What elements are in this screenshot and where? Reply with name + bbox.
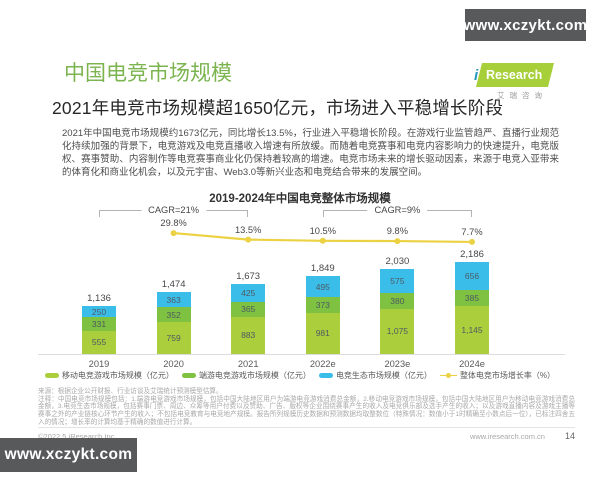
x-tick-2024e: 2024e	[459, 359, 485, 369]
bar-segment-2023e: 1,075	[380, 308, 415, 354]
bar-total-label-2023e: 2,030	[385, 255, 410, 267]
x-tick-2023e: 2023e	[384, 359, 411, 369]
bar-segment-2019: 331	[82, 316, 116, 331]
logo-brand-text: Research	[486, 68, 543, 82]
legend-line-dot-icon	[439, 372, 457, 379]
x-tick-2021: 2021	[237, 359, 259, 369]
page-number: 14	[564, 431, 575, 441]
bar-segment-2024e: 385	[455, 289, 489, 306]
legend-item-growth-rate: 整体电竞市场增长率（%）	[439, 370, 556, 381]
bar-segment-2023e: 380	[380, 292, 415, 309]
growth-rate-label: 13.5%	[235, 224, 262, 235]
page-subtitle: 2021年电竞市场规模超1650亿元，市场进入平稳增长阶段	[52, 98, 504, 118]
cagr-label: CAGR=21%	[141, 205, 207, 216]
legend-swatch-icon	[181, 373, 196, 378]
bar-segment-2024e: 656	[455, 262, 489, 290]
footer-website: www.iresearch.com.cn	[469, 432, 545, 441]
cagr-bracket: CAGR=9%	[322, 205, 472, 217]
bar-total-label-2021: 1,673	[236, 270, 261, 282]
stacked-bar-chart: 555 331 250 1,136 2019 759 352 363 1,474 2020 883 3…	[38, 205, 565, 373]
x-tick-2020: 2020	[163, 359, 184, 369]
legend-label: 移动电竞游戏市场规模（亿元）	[61, 371, 174, 380]
bar-segment-2021: 883	[231, 316, 266, 354]
page-title: 中国电竞市场规模	[64, 62, 232, 85]
x-tick-2022e: 2022e	[309, 359, 336, 369]
legend-label: 电竞生态市场规模（亿元）	[335, 371, 432, 380]
growth-rate-label: 10.5%	[309, 225, 336, 236]
legend-swatch-icon	[318, 373, 333, 378]
x-tick-2019: 2019	[88, 359, 110, 369]
footer-divider	[38, 427, 575, 428]
legend-swatch-icon	[44, 373, 59, 378]
legend-item: 端游电竞游戏市场规模（亿元）	[181, 370, 311, 381]
intro-paragraph: 2021年中国电竞市场规模约1673亿元，同比增长13.5%，行业进入平稳增长阶…	[62, 128, 559, 178]
bar-total-label-2020: 1,474	[161, 279, 186, 291]
growth-rate-label: 29.8%	[160, 218, 187, 229]
chart-title: 2019-2024年中国电竞整体市场规模	[209, 193, 391, 205]
x-axis-line	[38, 354, 565, 355]
logo-wordmark: i Research	[474, 63, 570, 87]
annotation-note: 注释：中国电竞市场规模包括：1.端游电竞游戏市场规模，包括中国大陆地区用户为端游…	[38, 395, 575, 426]
legend-item: 移动电竞游戏市场规模（亿元）	[44, 370, 174, 381]
bar-segment-2019: 250	[82, 306, 116, 317]
logo-banner: Research	[476, 63, 555, 87]
iresearch-logo: i Research 艾瑞咨询	[474, 63, 570, 101]
bar-total-label-2022e: 1,849	[310, 263, 335, 275]
bar-segment-2020: 759	[156, 322, 191, 354]
bar-segment-2021: 425	[231, 283, 266, 302]
growth-rate-label: 9.8%	[386, 226, 408, 237]
bar-segment-2021: 365	[231, 301, 266, 317]
bar-segment-2020: 363	[156, 292, 191, 308]
bar-total-label-2024e: 2,186	[460, 249, 484, 261]
page-footer: ©2022.5 iResearch Inc. www.iresearch.com…	[38, 431, 575, 441]
logo-i-glyph: i	[474, 66, 479, 84]
bar-segment-2022e: 373	[305, 297, 340, 313]
bar-total-label-2019: 1,136	[87, 293, 111, 305]
growth-rate-label: 7.7%	[461, 226, 483, 237]
copyright-text: ©2022.5 iResearch Inc.	[38, 432, 117, 441]
bar-segment-2022e: 981	[305, 312, 340, 354]
watermark-bottom: www.xczykt.com	[0, 438, 137, 472]
cagr-bracket: CAGR=21%	[99, 205, 249, 217]
legend-label: 端游电竞游戏市场规模（亿元）	[198, 371, 311, 380]
source-note: 来源：根据企业公开财报、行业访谈及艾瑞统计预测模型估算。	[38, 388, 223, 395]
footnotes: 来源：根据企业公开财报、行业访谈及艾瑞统计预测模型估算。 注释：中国电竞市场规模…	[38, 388, 575, 427]
bar-segment-2023e: 575	[380, 268, 415, 293]
bar-segment-2019: 555	[82, 330, 116, 354]
watermark-top: www.xczykt.com	[464, 9, 587, 41]
footer-right: www.iresearch.com.cn 14	[470, 431, 575, 441]
chart-legend: 移动电竞游戏市场规模（亿元） 端游电竞游戏市场规模（亿元） 电竞生态市场规模（亿元）…	[0, 370, 600, 381]
bar-segment-2020: 352	[156, 307, 191, 323]
legend-item: 电竞生态市场规模（亿元）	[318, 370, 432, 381]
bar-segment-2024e: 1,145	[455, 305, 489, 354]
bar-segment-2022e: 495	[305, 276, 340, 298]
legend-label: 整体电竞市场增长率（%）	[459, 371, 556, 380]
logo-chinese-name: 艾瑞咨询	[497, 91, 547, 100]
cagr-label: CAGR=9%	[367, 205, 428, 216]
